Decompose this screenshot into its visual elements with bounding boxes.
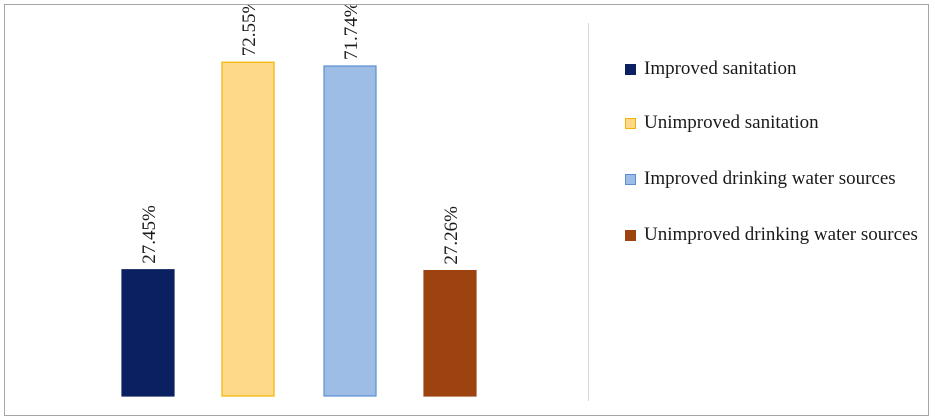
data-label-4: 27.26% (441, 206, 462, 265)
data-label-3: 71.74% (341, 5, 362, 60)
legend-label-3: Improved drinking water sources (644, 168, 896, 189)
legend-label-1: Improved sanitation (644, 58, 797, 79)
legend-label-4: Unimproved drinking water sources (644, 224, 918, 245)
chart-frame: 27.45% 72.55% 71.74% 27.26% Improved sanita… (4, 4, 929, 416)
bar-3 (323, 65, 377, 397)
bar-4 (423, 270, 477, 397)
legend-divider (588, 23, 589, 401)
data-label-1: 27.45% (139, 205, 160, 264)
legend-label-2: Unimproved sanitation (644, 112, 819, 133)
legend-swatch-3 (625, 174, 636, 185)
legend-item-3: Improved drinking water sources (625, 167, 924, 190)
legend-swatch-2 (625, 118, 636, 129)
legend-item-4: Unimproved drinking water sources (625, 223, 924, 246)
bar-1 (121, 269, 175, 397)
data-label-2: 72.55% (239, 5, 260, 56)
bar-chart: 27.45% 72.55% 71.74% 27.26% (121, 5, 477, 397)
legend-item-2: Unimproved sanitation (625, 111, 924, 134)
legend-swatch-1 (625, 64, 636, 75)
bar-2 (221, 61, 275, 397)
legend-swatch-4 (625, 230, 636, 241)
legend-item-1: Improved sanitation (625, 57, 924, 80)
